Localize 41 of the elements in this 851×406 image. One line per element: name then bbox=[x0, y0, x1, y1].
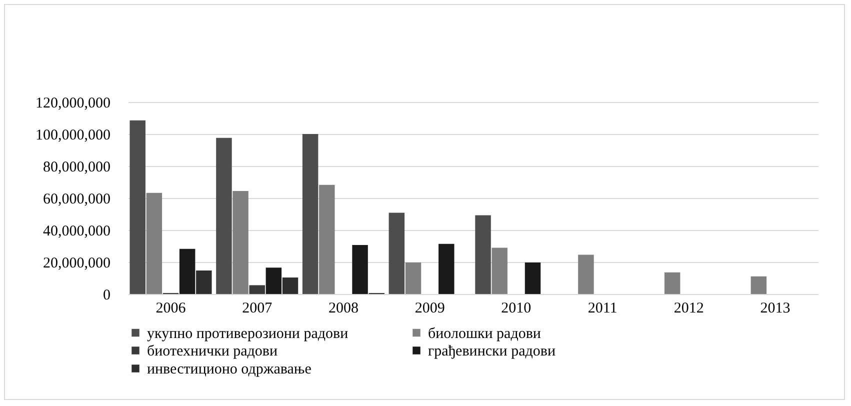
x-tick-label: 2010 bbox=[501, 300, 532, 316]
y-tick-label: 0 bbox=[103, 288, 110, 304]
bar bbox=[302, 134, 318, 294]
bar bbox=[524, 262, 541, 294]
legend-label: биолошки радови bbox=[428, 326, 541, 342]
bar bbox=[146, 192, 162, 294]
bar bbox=[196, 270, 212, 294]
bar bbox=[475, 215, 491, 294]
bar bbox=[352, 245, 368, 294]
y-tick-label: 120,000,000 bbox=[36, 96, 110, 112]
x-tick-label: 2007 bbox=[242, 300, 273, 316]
bar bbox=[319, 184, 335, 294]
bar bbox=[266, 268, 282, 294]
bar bbox=[750, 276, 767, 294]
bar bbox=[179, 248, 196, 294]
x-tick-label: 2006 bbox=[156, 300, 186, 316]
bar bbox=[216, 138, 232, 294]
y-tick-label: 20,000,000 bbox=[43, 256, 110, 272]
y-tick-label: 100,000,000 bbox=[36, 128, 110, 144]
bar bbox=[232, 190, 248, 294]
bar bbox=[438, 244, 454, 294]
x-tick-label: 2013 bbox=[760, 300, 790, 316]
x-tick-label: 2011 bbox=[588, 300, 618, 316]
legend-label: укупно противерозиони радови bbox=[147, 326, 348, 342]
bar bbox=[664, 272, 680, 294]
y-tick-label: 80,000,000 bbox=[43, 160, 110, 176]
legend-label: инвестиционо одржавање bbox=[147, 362, 312, 378]
bar bbox=[249, 285, 265, 294]
y-tick-label: 40,000,000 bbox=[43, 224, 110, 240]
bar bbox=[130, 120, 146, 294]
x-tick-label: 2012 bbox=[674, 300, 704, 316]
bar bbox=[405, 262, 422, 294]
y-tick-label: 60,000,000 bbox=[43, 192, 110, 208]
bar bbox=[578, 254, 594, 294]
x-tick-label: 2009 bbox=[414, 300, 445, 316]
legend-label: грађевински радови bbox=[428, 344, 556, 360]
bar bbox=[492, 248, 508, 294]
x-tick-label: 2008 bbox=[328, 300, 358, 316]
legend-label: биотехнички радови bbox=[147, 344, 278, 360]
bar bbox=[282, 278, 298, 294]
bar bbox=[388, 212, 405, 294]
